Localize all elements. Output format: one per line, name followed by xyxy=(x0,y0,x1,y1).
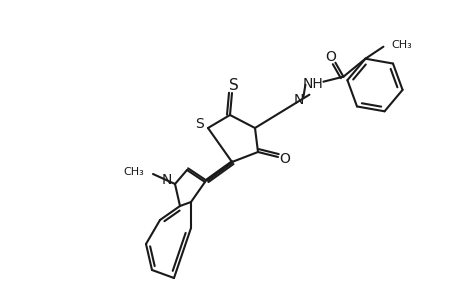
Text: N: N xyxy=(292,93,303,107)
Text: NH: NH xyxy=(302,77,323,91)
Text: S: S xyxy=(229,77,238,92)
Text: S: S xyxy=(195,117,204,131)
Text: CH₃: CH₃ xyxy=(123,167,144,177)
Text: CH₃: CH₃ xyxy=(391,40,411,50)
Text: O: O xyxy=(279,152,290,166)
Text: N: N xyxy=(162,173,172,187)
Text: O: O xyxy=(324,50,335,64)
